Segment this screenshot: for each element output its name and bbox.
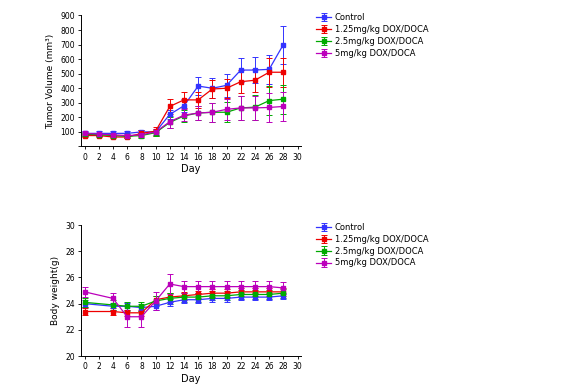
X-axis label: Day: Day	[181, 374, 201, 384]
Y-axis label: Tumor Volume (mm³): Tumor Volume (mm³)	[46, 33, 54, 128]
Y-axis label: Body weight(g): Body weight(g)	[50, 256, 60, 325]
Legend: Control, 1.25mg/kg DOX/DOCA, 2.5mg/kg DOX/DOCA, 5mg/kg DOX/DOCA: Control, 1.25mg/kg DOX/DOCA, 2.5mg/kg DO…	[316, 223, 428, 267]
Legend: Control, 1.25mg/kg DOX/DOCA, 2.5mg/kg DOX/DOCA, 5mg/kg DOX/DOCA: Control, 1.25mg/kg DOX/DOCA, 2.5mg/kg DO…	[316, 13, 428, 58]
X-axis label: Day: Day	[181, 164, 201, 175]
